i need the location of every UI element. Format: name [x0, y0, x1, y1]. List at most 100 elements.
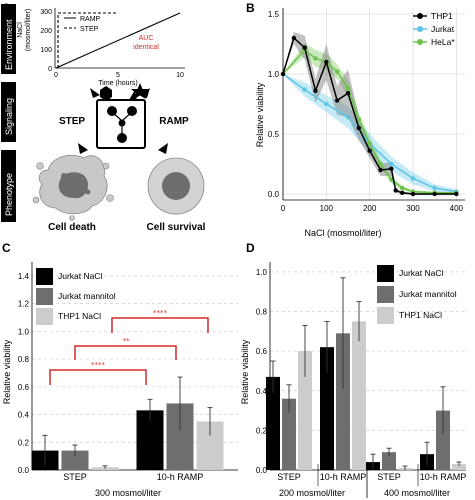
data-point: [345, 91, 351, 96]
panel-c-plot: 0.0 0.2 0.4 0.6 0.8 1.0 1.2 1.4: [18, 262, 238, 475]
data-point: [389, 161, 394, 167]
panel-d-plot: 0.0 0.2 0.4 0.6 0.8 1.0: [256, 262, 466, 475]
star-icon: [131, 83, 149, 99]
auc-label: AUC: [139, 35, 154, 42]
data-point: [280, 71, 286, 77]
y-tick-label: 0.2: [18, 438, 30, 447]
data-point: [334, 69, 340, 74]
bar: [336, 333, 350, 470]
panel-d-legend: Jurkat NaCl Jurkat mannitol THP1 NaCl: [377, 265, 457, 324]
y-tick-label: 0.0: [18, 466, 30, 475]
env-ytick-0: 0: [48, 66, 52, 73]
panel-d-section-200: 200 mosmol/liter: [279, 488, 345, 498]
data-point: [356, 117, 362, 122]
data-point: [291, 35, 297, 41]
panel-b-ylabel: Relative viability: [255, 82, 265, 147]
arrow-icon: [78, 143, 88, 154]
bar: [298, 351, 312, 470]
bar: [452, 464, 466, 470]
x-tick-label: 400: [450, 204, 464, 213]
panel-c-group-ramp: 10-h RAMP: [157, 472, 204, 482]
y-tick-label: 1.4: [18, 272, 30, 281]
node-icon: [117, 133, 127, 143]
data-point: [324, 59, 329, 65]
legend-thp1-nacl-text: THP1 NaCl: [399, 310, 442, 320]
data-point: [378, 161, 383, 167]
legend-jurkat-mannitol-swatch: [377, 286, 394, 303]
panel-a: A Environment Signaling Phenotype NaCl (…: [1, 1, 206, 233]
y-tick-label: 0.2: [256, 426, 268, 435]
y-tick-label: 0.5: [268, 130, 280, 139]
panel-d-letter: D: [246, 241, 255, 255]
data-point: [324, 101, 329, 107]
legend-step-text: STEP: [80, 26, 99, 33]
env-ytick-200: 200: [40, 28, 52, 35]
env-xtick-0: 0: [54, 72, 58, 79]
data-point: [399, 190, 405, 195]
y-tick-label: 1.0: [268, 70, 280, 79]
legend-jurkat-mannitol-text: Jurkat mannitol: [399, 289, 457, 299]
legend-jurkat-mannitol-text: Jurkat mannitol: [58, 291, 116, 301]
data-point: [334, 98, 340, 103]
legend-jurkat-text: Jurkat: [431, 24, 455, 34]
panel-b-plot: 0.0 0.5 1.0 1.5 0 100 200 300 400: [268, 8, 465, 213]
env-xtick-10: 10: [176, 72, 184, 79]
bar: [61, 450, 89, 470]
data-point: [399, 185, 405, 191]
bracket-1: [111, 317, 209, 333]
data-point: [393, 188, 398, 193]
auc-label-2: identical: [133, 44, 159, 51]
legend-jurkat-nacl-text: Jurkat NaCl: [58, 271, 103, 281]
legend-thp1-nacl-text: THP1 NaCl: [58, 311, 101, 321]
node-icon: [118, 119, 126, 127]
arrow-icon: [158, 143, 168, 154]
x-tick-label: 100: [320, 204, 334, 213]
bar: [282, 398, 296, 470]
legend-jurkat-nacl-swatch: [36, 268, 53, 285]
env-ytick-100: 100: [40, 47, 52, 54]
data-point: [313, 88, 318, 94]
signaling-network: [96, 83, 149, 149]
panel-c-legend: Jurkat NaCl Jurkat mannitol THP1 NaCl: [36, 268, 116, 325]
panel-b: B Relative viability NaCl (mosmol/liter)…: [246, 1, 465, 238]
surviving-cell-icon: [147, 157, 205, 215]
panel-d-section-400: 400 mosmol/liter: [384, 488, 450, 498]
bar: [352, 321, 366, 470]
y-tick-label: 0.4: [18, 411, 30, 420]
node-icon: [107, 106, 117, 116]
cell-survival-label: Cell survival: [147, 222, 206, 233]
legend-thp1-marker: [417, 13, 423, 19]
y-tick-label: 0.8: [18, 355, 30, 364]
step-line: [57, 12, 118, 68]
panel-b-xlabel: NaCl (mosmol/liter): [304, 228, 381, 238]
panel-c-ylabel: Relative viability: [2, 339, 12, 404]
data-point: [345, 115, 351, 120]
legend-hela-marker: [417, 39, 423, 45]
env-ylabel-line1: NaCl: [17, 22, 24, 38]
x-tick-label: 200: [363, 204, 377, 213]
data-point: [356, 125, 362, 131]
data-point: [389, 177, 394, 182]
hexagon-icon: [100, 86, 112, 101]
data-point: [367, 141, 372, 146]
error-band: [283, 32, 457, 196]
data-point: [367, 148, 372, 153]
bracket-2: [74, 345, 177, 360]
y-tick-label: 0.4: [256, 387, 268, 396]
y-tick-label: 1.2: [18, 300, 30, 309]
data-point: [378, 167, 383, 173]
y-tick-label: 1.0: [256, 268, 268, 277]
y-tick-label: 0.0: [256, 466, 268, 475]
env-ytick-300: 300: [40, 9, 52, 16]
dying-cell-icon: [32, 154, 114, 221]
data-point: [432, 185, 437, 191]
data-point: [345, 86, 351, 91]
data-point: [454, 191, 459, 197]
data-point: [410, 191, 416, 197]
legend-ramp-text: RAMP: [80, 16, 101, 23]
ramp-line: [55, 12, 181, 69]
node-icon: [127, 106, 137, 116]
signaling-step-label: STEP: [59, 116, 85, 127]
y-tick-label: 0.6: [256, 347, 268, 356]
panel-d-group-ramp-400: 10-h RAMP: [420, 472, 467, 482]
